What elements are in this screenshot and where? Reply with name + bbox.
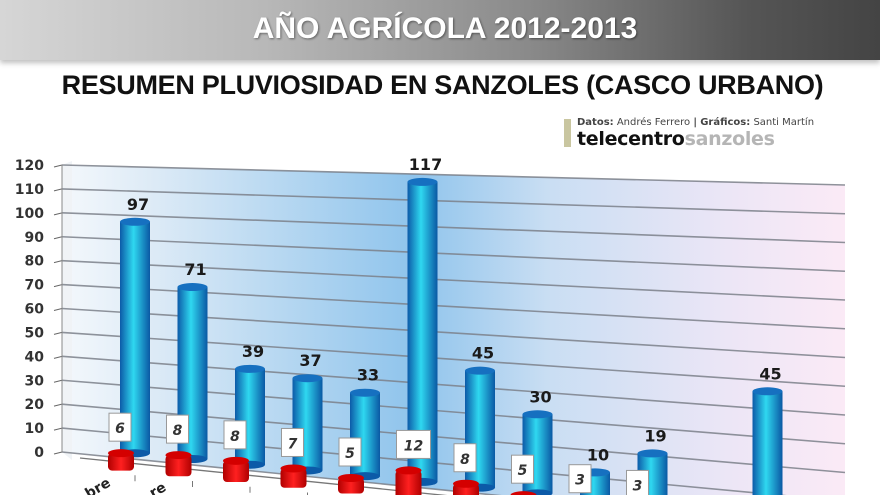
svg-text:5: 5: [518, 463, 528, 479]
separator: |: [693, 117, 697, 128]
blue-bar: [292, 374, 323, 475]
svg-text:0: 0: [709, 494, 720, 495]
svg-text:8: 8: [173, 423, 183, 439]
blue-bar: [177, 283, 208, 463]
svg-text:8: 8: [230, 429, 240, 445]
red-value-label: 8: [223, 420, 247, 450]
header-title: AÑO AGRÍCOLA 2012-2013: [252, 12, 638, 45]
red-bar: [108, 449, 134, 471]
svg-text:45: 45: [472, 344, 494, 363]
red-bar: [165, 451, 192, 477]
svg-text:10: 10: [25, 421, 45, 437]
datos-label: Datos:: [577, 117, 614, 128]
red-value-label: 3: [626, 469, 649, 495]
credit-block: Datos: Andrés Ferrero | Gráficos: Santi …: [563, 116, 853, 150]
bars: 97671839837733511712458305103193045: [108, 155, 783, 495]
svg-text:8: 8: [460, 452, 470, 468]
svg-text:39: 39: [242, 342, 264, 361]
red-bar: [280, 464, 307, 488]
logo-part1: telecentro: [577, 128, 685, 150]
red-bar: [510, 491, 537, 495]
svg-text:0: 0: [34, 445, 44, 461]
svg-text:80: 80: [25, 254, 45, 270]
red-value-label: 8: [166, 414, 189, 444]
graficos-value: Santi Martín: [753, 117, 815, 128]
y-axis: 0 10 20 30 40 50 60 70 80 90 100 110 120: [15, 158, 448, 495]
red-bar: [338, 473, 364, 494]
svg-text:re: re: [147, 480, 169, 495]
svg-text:117: 117: [409, 155, 442, 174]
svg-text:90: 90: [25, 230, 45, 246]
svg-text:19: 19: [644, 426, 666, 445]
svg-text:40: 40: [25, 349, 45, 365]
svg-text:37: 37: [299, 351, 321, 370]
blue-bar: [235, 364, 265, 469]
svg-text:bre: bre: [83, 475, 114, 495]
svg-text:60: 60: [25, 302, 45, 318]
svg-text:30: 30: [529, 387, 551, 406]
header-band: AÑO AGRÍCOLA 2012-2013: [0, 0, 880, 60]
svg-text:6: 6: [115, 421, 125, 437]
svg-text:97: 97: [127, 195, 149, 214]
svg-text:10: 10: [587, 445, 609, 464]
chart-title: RESUMEN PLUVIOSIDAD EN SANZOLES (CASCO U…: [61, 70, 824, 100]
logo-part2: sanzoles: [684, 128, 775, 150]
graficos-label: Gráficos:: [700, 117, 751, 128]
blue-bar: [752, 387, 783, 495]
svg-text:12: 12: [404, 438, 423, 454]
svg-text:110: 110: [15, 182, 44, 198]
red-value-label: 8: [453, 443, 477, 473]
red-value-label: 7: [281, 427, 304, 457]
svg-text:5: 5: [345, 446, 355, 462]
svg-text:100: 100: [15, 206, 44, 222]
svg-text:50: 50: [25, 325, 45, 341]
svg-text:45: 45: [759, 364, 781, 383]
telecentro-logo: telecentrosanzoles: [577, 128, 775, 150]
red-bar: [453, 479, 479, 495]
red-value-label: 5: [511, 454, 534, 484]
svg-text:3: 3: [633, 478, 643, 494]
red-value-label: 6: [108, 412, 132, 442]
svg-text:71: 71: [184, 260, 206, 279]
red-value-label: 3: [568, 464, 592, 494]
datos-value: Andrés Ferrero: [616, 117, 691, 128]
red-bar: [395, 466, 422, 495]
svg-text:70: 70: [25, 278, 45, 294]
svg-text:7: 7: [288, 436, 298, 452]
red-bar: [223, 456, 249, 483]
svg-text:120: 120: [15, 158, 44, 174]
red-value-label: 12: [396, 429, 431, 459]
blue-bar: [465, 366, 495, 492]
svg-text:20: 20: [25, 397, 45, 413]
svg-text:33: 33: [357, 366, 379, 385]
svg-text:3: 3: [575, 473, 585, 489]
svg-text:30: 30: [25, 373, 45, 389]
credit-line: Datos: Andrés Ferrero | Gráficos: Santi …: [577, 117, 814, 128]
red-value-label: 5: [338, 437, 362, 467]
logo-bar-icon: [564, 119, 571, 147]
